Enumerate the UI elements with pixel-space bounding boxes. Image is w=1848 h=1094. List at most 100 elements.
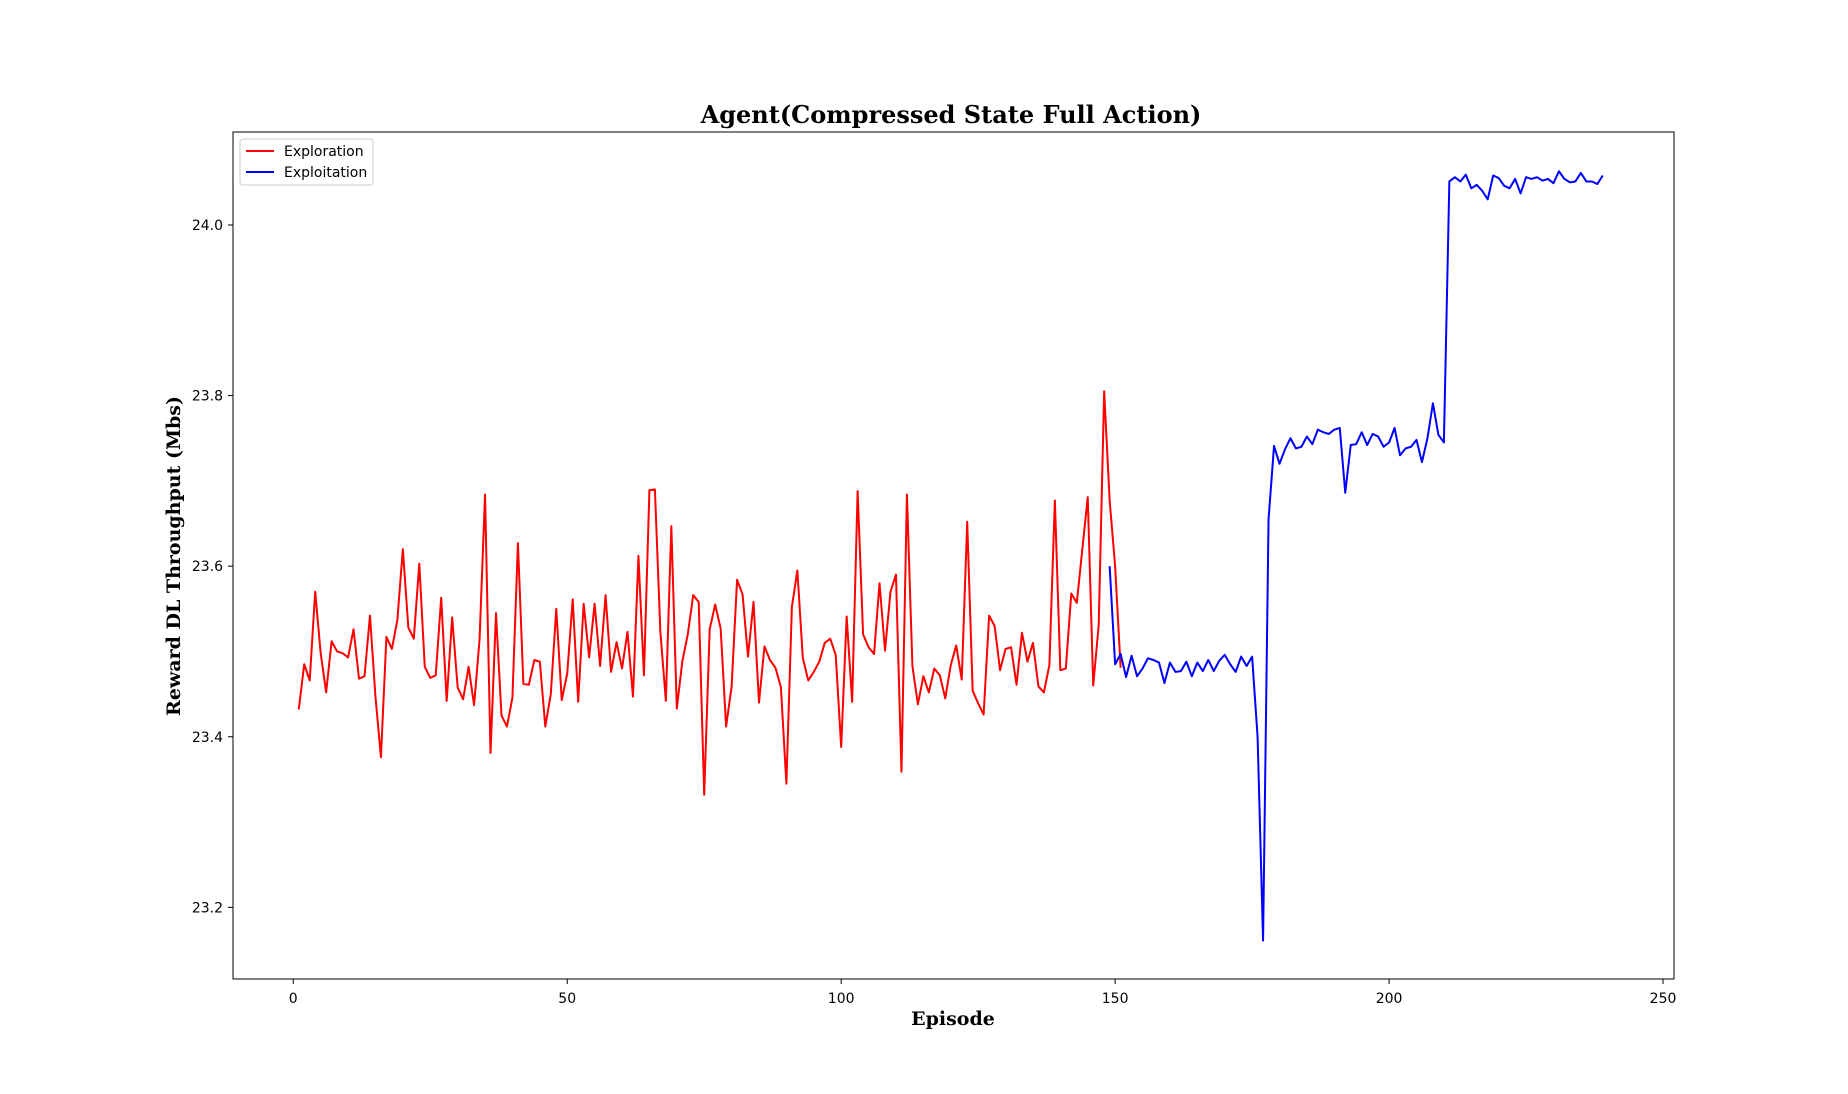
data-point	[435, 674, 437, 676]
data-point	[1470, 187, 1472, 189]
data-point	[1377, 436, 1379, 438]
data-point	[1509, 187, 1511, 189]
series-line-exploration	[297, 390, 1122, 796]
data-point	[1169, 662, 1171, 664]
data-point	[1158, 662, 1160, 664]
data-point	[446, 700, 448, 702]
chart-title: Agent(Compressed State Full Action)	[700, 100, 1202, 129]
data-point	[1399, 454, 1401, 456]
data-point	[911, 665, 913, 667]
data-point	[1405, 447, 1407, 449]
data-point	[944, 697, 946, 699]
data-point	[1125, 676, 1127, 678]
data-point	[1185, 661, 1187, 663]
data-point	[829, 638, 831, 640]
data-point	[1026, 661, 1028, 663]
data-point	[1465, 174, 1467, 176]
data-point	[1602, 175, 1604, 177]
data-point	[1432, 402, 1434, 404]
data-point	[1196, 662, 1198, 664]
data-point	[1114, 663, 1116, 665]
data-point	[550, 693, 552, 695]
x-tick-label: 250	[1650, 991, 1677, 1007]
data-point	[1300, 446, 1302, 448]
data-point	[1328, 433, 1330, 435]
data-point	[966, 521, 968, 523]
data-point	[358, 678, 360, 680]
data-point	[495, 612, 497, 614]
data-point	[780, 686, 782, 688]
data-point	[1410, 446, 1412, 448]
data-point	[1284, 448, 1286, 450]
data-point	[747, 656, 749, 658]
data-point	[1591, 180, 1593, 182]
y-axis-label: Reward DL Throughput (Mbs)	[163, 396, 185, 716]
data-point	[846, 615, 848, 617]
data-point	[1262, 940, 1264, 942]
data-point	[824, 642, 826, 644]
data-point	[648, 489, 650, 491]
data-point	[528, 684, 530, 686]
data-point	[1048, 664, 1050, 666]
data-point	[517, 542, 519, 544]
data-point	[1536, 176, 1538, 178]
x-axis-label: Episode	[911, 1008, 995, 1030]
data-point	[320, 652, 322, 654]
data-point	[659, 631, 661, 633]
data-point	[1542, 180, 1544, 182]
data-point	[703, 794, 705, 796]
data-point	[1426, 437, 1428, 439]
data-point	[785, 783, 787, 785]
data-point	[468, 666, 470, 668]
data-point	[879, 582, 881, 584]
data-point	[588, 656, 590, 658]
data-point	[1032, 642, 1034, 644]
data-point	[1109, 499, 1111, 501]
data-point	[1092, 685, 1094, 687]
data-point	[1448, 180, 1450, 182]
data-point	[796, 569, 798, 571]
data-point	[1229, 663, 1231, 665]
data-point	[1563, 178, 1565, 180]
data-point	[342, 652, 344, 654]
data-point	[1372, 433, 1374, 435]
data-point	[1087, 496, 1089, 498]
data-point	[1059, 669, 1061, 671]
data-point	[1257, 736, 1259, 738]
data-point	[1552, 182, 1554, 184]
data-point	[1525, 176, 1527, 178]
data-point	[1240, 656, 1242, 658]
data-point	[1037, 685, 1039, 687]
data-point	[1103, 390, 1105, 392]
data-point	[933, 668, 935, 670]
data-point	[429, 677, 431, 679]
x-tick-label: 100	[828, 991, 855, 1007]
data-point	[818, 661, 820, 663]
data-point	[1355, 443, 1357, 445]
data-point	[972, 690, 974, 692]
data-point	[374, 696, 376, 698]
data-point	[654, 488, 656, 490]
data-point	[599, 665, 601, 667]
data-point	[917, 703, 919, 705]
data-point	[1596, 183, 1598, 185]
data-point	[1070, 592, 1072, 594]
data-point	[1492, 175, 1494, 177]
data-point	[577, 701, 579, 703]
data-point	[1487, 198, 1489, 200]
data-point	[637, 555, 639, 557]
data-point	[840, 746, 842, 748]
data-point	[1251, 656, 1253, 658]
data-point	[857, 490, 859, 492]
data-point	[1481, 190, 1483, 192]
data-point	[1437, 434, 1439, 436]
data-point	[511, 697, 513, 699]
data-point	[1005, 648, 1007, 650]
data-point	[309, 679, 311, 681]
data-point	[1317, 429, 1319, 431]
data-point	[424, 666, 426, 668]
data-point	[763, 645, 765, 647]
data-point	[1514, 178, 1516, 180]
data-point	[396, 619, 398, 621]
